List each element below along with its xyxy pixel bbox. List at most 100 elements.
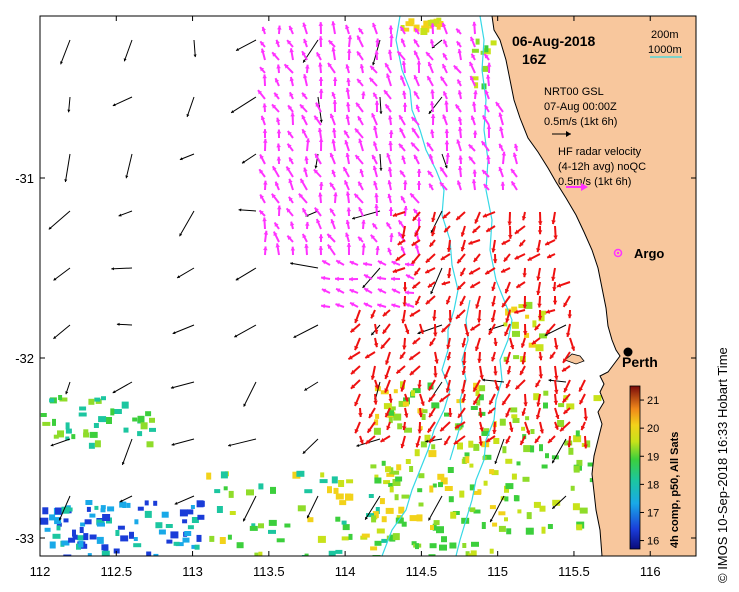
radar-vector-head <box>314 207 319 212</box>
radar-vector-strong-head <box>503 257 508 262</box>
radar-vector-strong-head <box>460 271 465 276</box>
radar-vector-head <box>345 232 350 237</box>
model-vector-head <box>552 505 556 509</box>
sst-pixel <box>96 536 104 544</box>
perth-marker[interactable] <box>623 347 633 357</box>
model-vector-head <box>112 103 116 107</box>
radar-vector-strong-head <box>523 402 528 407</box>
model-vector <box>430 267 443 295</box>
radar-vector-strong-head <box>536 276 541 281</box>
sst-pixel <box>328 550 336 556</box>
radar-vector-strong-head <box>431 217 436 222</box>
model-vector <box>544 324 567 337</box>
radar-vector-strong-head <box>456 215 461 220</box>
radar-vector-head <box>259 210 264 215</box>
radar-vector-strong-head <box>505 359 510 365</box>
sst-pixel <box>388 408 395 416</box>
radar-scale-arrowhead <box>581 183 588 191</box>
sst-pixel <box>345 493 351 501</box>
radar-vector-strong-head <box>520 343 526 348</box>
radar-vector-head <box>302 92 307 98</box>
radar-vector-head <box>276 143 281 148</box>
sst-pixel <box>115 530 120 536</box>
y-tick-label: -32 <box>15 351 34 366</box>
model-vector <box>58 495 71 521</box>
sst-pixel <box>58 395 63 400</box>
axis-ticks: 112 112.5 113 113.5 114 114.5 115 115.5 116 -31 -3… <box>15 16 696 579</box>
radar-vector-head <box>430 129 435 134</box>
sst-pixel <box>63 518 69 523</box>
radar-vector-head <box>413 209 418 214</box>
radar-vector-head <box>289 221 295 226</box>
radar-vector-strong-head <box>566 332 571 337</box>
radar-vector-head <box>410 193 415 198</box>
sst-pixel <box>119 501 127 508</box>
radar-vector-strong-head <box>440 255 446 260</box>
sst-pixel <box>468 553 476 556</box>
model-vector-head <box>314 165 318 169</box>
radar-vector-head <box>372 223 377 228</box>
sst-pixel <box>56 525 61 531</box>
sst-pixel <box>49 398 55 403</box>
radar-vector-head <box>318 88 324 93</box>
radar-vector-strong-head <box>414 232 419 237</box>
radar-vector-strong-head <box>519 242 524 247</box>
radar-vector-strong-head <box>431 231 436 237</box>
radar-vector-strong-head <box>505 439 510 444</box>
radar-vector-strong-head <box>560 427 565 432</box>
sst-pixel <box>223 486 228 491</box>
radar-vector-strong-head <box>538 374 544 379</box>
sst-pixel <box>503 356 509 362</box>
radar-vector-head <box>359 64 365 69</box>
radar-vector-strong-head <box>370 314 375 319</box>
radar-vector-head <box>471 53 476 59</box>
model-vector <box>235 267 257 281</box>
sst-pixel <box>374 419 379 426</box>
sst-pixel <box>437 473 445 480</box>
radar-vector-head <box>414 28 419 33</box>
radar-vector-head <box>377 288 383 293</box>
radar-vector-strong-head <box>563 409 568 414</box>
radar-vector-strong-head <box>388 398 393 403</box>
model-vector <box>121 438 133 466</box>
isobath-1000-label: 1000m <box>648 44 682 56</box>
sst-pixel <box>513 355 520 360</box>
radar-vector-head <box>481 141 486 146</box>
sst-pixel <box>106 417 112 424</box>
radar-vector-head <box>429 183 434 188</box>
sst-pixel <box>93 423 99 428</box>
radar-vector-head <box>363 261 368 267</box>
radar-vector-strong-head <box>489 400 494 405</box>
sst-pixel <box>374 540 382 546</box>
sst-pixel <box>80 522 86 527</box>
sst-pixel <box>420 28 428 35</box>
radar-vector-strong-head <box>411 241 417 246</box>
radar-vector-head <box>469 61 474 67</box>
model-vector <box>379 153 382 171</box>
sst-pixel <box>335 516 341 522</box>
sst-pixel <box>498 511 506 516</box>
radar-vector-head <box>273 231 278 236</box>
sst-pixel <box>333 487 339 494</box>
argo-marker[interactable] <box>613 248 623 258</box>
radar-vector-strong-head <box>442 214 448 219</box>
sst-pixel <box>63 554 72 556</box>
radar-vector-strong-head <box>444 374 449 379</box>
sst-pixel <box>539 444 543 452</box>
radar-vector-strong-head <box>440 427 445 432</box>
sst-pixel <box>498 525 506 532</box>
sst-pixel <box>441 536 447 543</box>
radar-vector-head <box>286 166 291 171</box>
sst-pixel <box>57 430 64 438</box>
radar-vector-head <box>456 28 461 34</box>
model-vector <box>306 495 319 519</box>
radar-vector-head <box>359 169 364 174</box>
radar-vector-strong-head <box>415 443 420 448</box>
radar-vector-strong-head <box>554 389 559 394</box>
radar-vector-head <box>415 104 420 110</box>
sst-pixel <box>464 452 470 457</box>
model-vector <box>351 210 381 220</box>
sst-pixel <box>49 541 56 549</box>
radar-vector-head <box>440 182 445 187</box>
sst-pixel <box>61 506 70 514</box>
